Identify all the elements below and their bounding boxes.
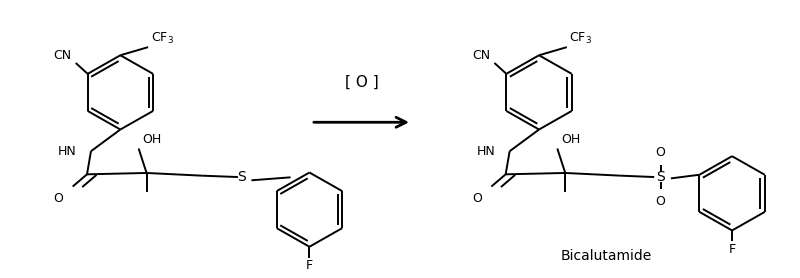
Text: OH: OH xyxy=(562,133,581,146)
Text: Bicalutamide: Bicalutamide xyxy=(561,249,652,264)
Text: S: S xyxy=(238,170,246,184)
Text: CF$_3$: CF$_3$ xyxy=(570,31,592,46)
Text: [ O ]: [ O ] xyxy=(345,75,378,90)
Text: F: F xyxy=(729,243,736,256)
Text: S: S xyxy=(656,170,665,184)
Text: O: O xyxy=(656,147,666,159)
Text: HN: HN xyxy=(477,145,495,158)
Text: O: O xyxy=(656,195,666,208)
Text: CF$_3$: CF$_3$ xyxy=(150,31,174,46)
Text: OH: OH xyxy=(142,133,162,146)
Text: CN: CN xyxy=(472,49,490,62)
Text: O: O xyxy=(54,192,63,205)
Text: F: F xyxy=(306,259,313,272)
Text: HN: HN xyxy=(58,145,77,158)
Text: O: O xyxy=(472,192,482,205)
Text: CN: CN xyxy=(54,49,72,62)
